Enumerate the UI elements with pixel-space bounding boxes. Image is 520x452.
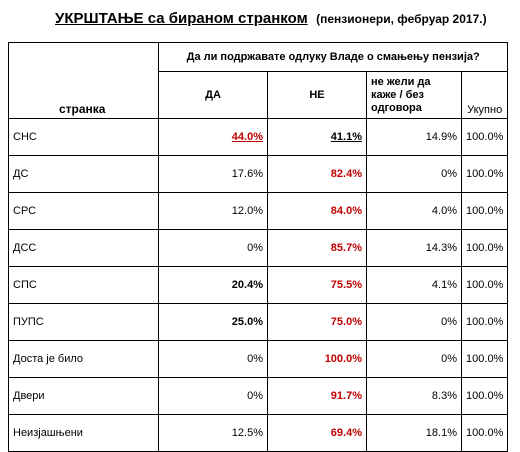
table-row: Неизјашњени 12.5% 69.4% 18.1% 100.0% xyxy=(8,414,509,452)
total-cell: 100.0% xyxy=(460,377,509,415)
yes-column-header: ДА xyxy=(158,71,268,119)
party-cell: Неизјашњени xyxy=(8,414,159,452)
yes-cell: 0% xyxy=(158,229,268,267)
table-row: ДС 17.6% 82.4% 0% 100.0% xyxy=(8,155,509,193)
title-subtitle: (пензионери, фебруар 2017.) xyxy=(316,12,487,26)
table-row: ПУПС 25.0% 75.0% 0% 100.0% xyxy=(8,303,509,341)
no-column-header: НЕ xyxy=(267,71,367,119)
yes-cell: 17.6% xyxy=(158,155,268,193)
other-cell: 0% xyxy=(366,303,462,341)
party-cell: ДС xyxy=(8,155,159,193)
total-cell: 100.0% xyxy=(460,414,509,452)
other-cell: 0% xyxy=(366,340,462,378)
total-column-header: Укупно xyxy=(460,71,509,119)
yes-cell: 0% xyxy=(158,377,268,415)
yes-cell: 12.0% xyxy=(158,192,268,230)
no-cell: 75.5% xyxy=(267,266,367,304)
other-cell: 8.3% xyxy=(366,377,462,415)
table-row: ДСС 0% 85.7% 14.3% 100.0% xyxy=(8,229,509,267)
other-cell: 18.1% xyxy=(366,414,462,452)
total-cell: 100.0% xyxy=(460,266,509,304)
yes-cell: 12.5% xyxy=(158,414,268,452)
header-row-question: Да ли подржавате одлуку Владе о смањењу … xyxy=(8,42,509,72)
party-cell: СНС xyxy=(8,118,159,156)
table-row: СПС 20.4% 75.5% 4.1% 100.0% xyxy=(8,266,509,304)
other-cell: 4.0% xyxy=(366,192,462,230)
yes-cell: 25.0% xyxy=(158,303,268,341)
no-cell: 69.4% xyxy=(267,414,367,452)
header-blank-cell xyxy=(8,42,159,72)
crosstab-table: Да ли подржавате одлуку Владе о смањењу … xyxy=(8,42,509,452)
party-cell: ДСС xyxy=(8,229,159,267)
no-cell: 82.4% xyxy=(267,155,367,193)
table-row: СРС 12.0% 84.0% 4.0% 100.0% xyxy=(8,192,509,230)
yes-cell: 0% xyxy=(158,340,268,378)
table-row: Двери 0% 91.7% 8.3% 100.0% xyxy=(8,377,509,415)
other-cell: 0% xyxy=(366,155,462,193)
party-cell: ПУПС xyxy=(8,303,159,341)
no-cell: 85.7% xyxy=(267,229,367,267)
title-main: УКРШТАЊЕ са бираном странком xyxy=(55,10,308,27)
yes-cell: 44.0% xyxy=(158,118,268,156)
party-cell: Двери xyxy=(8,377,159,415)
other-column-header: не жели да каже / без одговора xyxy=(366,71,462,119)
party-cell: Доста је било xyxy=(8,340,159,378)
other-cell: 14.9% xyxy=(366,118,462,156)
question-header: Да ли подржавате одлуку Владе о смањењу … xyxy=(157,42,509,72)
no-cell: 75.0% xyxy=(267,303,367,341)
table-row: СНС 44.0% 41.1% 14.9% 100.0% xyxy=(8,118,509,156)
other-cell: 4.1% xyxy=(366,266,462,304)
no-cell: 91.7% xyxy=(267,377,367,415)
header-row-columns: странка ДА НЕ не жели да каже / без одго… xyxy=(8,71,509,119)
total-cell: 100.0% xyxy=(460,303,509,341)
no-cell: 41.1% xyxy=(267,118,367,156)
total-cell: 100.0% xyxy=(460,118,509,156)
party-cell: СРС xyxy=(8,192,159,230)
table-row: Доста је било 0% 100.0% 0% 100.0% xyxy=(8,340,509,378)
other-cell: 14.3% xyxy=(366,229,462,267)
party-cell: СПС xyxy=(8,266,159,304)
no-cell: 100.0% xyxy=(267,340,367,378)
total-cell: 100.0% xyxy=(460,155,509,193)
no-cell: 84.0% xyxy=(267,192,367,230)
total-cell: 100.0% xyxy=(460,340,509,378)
party-column-header: странка xyxy=(8,71,159,119)
total-cell: 100.0% xyxy=(460,192,509,230)
total-cell: 100.0% xyxy=(460,229,509,267)
page-title: УКРШТАЊЕ са бираном странком (пензионери… xyxy=(55,10,487,28)
yes-cell: 20.4% xyxy=(158,266,268,304)
